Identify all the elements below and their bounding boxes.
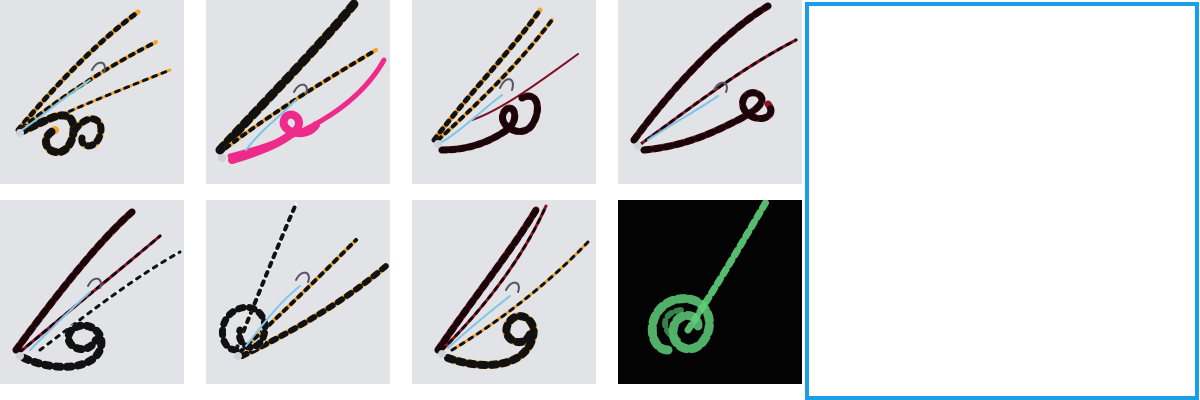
lure-photo-pink-tail [206, 0, 390, 184]
product-thumbnail-4[interactable] [618, 0, 802, 184]
lure-photo-red-orange [412, 200, 596, 384]
lure-photo-red-black [618, 0, 802, 184]
lure-photo-glow-green [618, 200, 802, 384]
product-thumbnail-6[interactable] [206, 200, 390, 384]
product-thumbnail-1[interactable] [0, 0, 184, 184]
lure-photo-white-black-tail [0, 200, 184, 384]
product-thumbnail-5[interactable] [0, 200, 184, 384]
product-thumbnail-7[interactable] [412, 200, 596, 384]
product-thumbnail-3[interactable] [412, 0, 596, 184]
lure-photo-orange-black [0, 0, 184, 184]
product-thumbnail-8[interactable] [618, 200, 802, 384]
product-thumbnail-2[interactable] [206, 0, 390, 184]
lure-photo-mixed-white-orange [206, 200, 390, 384]
selected-preview-panel [805, 2, 1199, 400]
lure-photo-red-black-tail [412, 0, 596, 184]
